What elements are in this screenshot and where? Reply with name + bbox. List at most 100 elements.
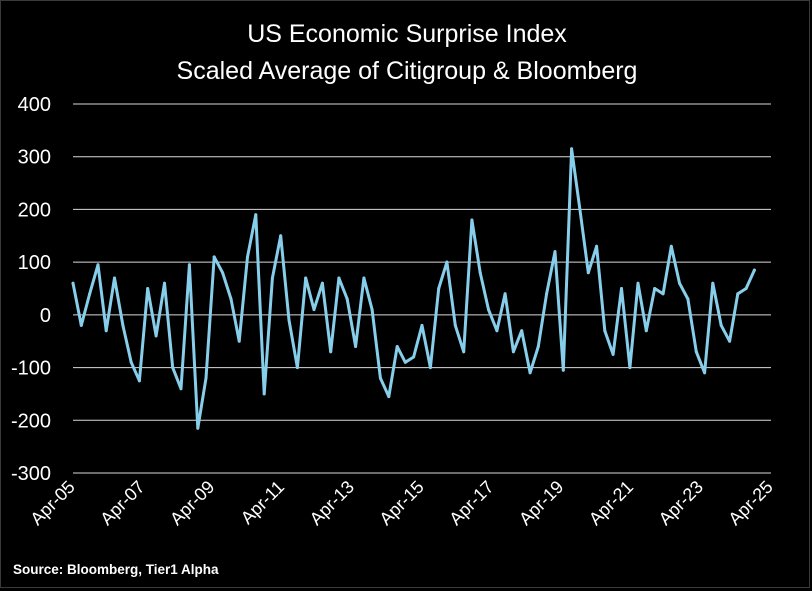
- data-point: [686, 297, 690, 301]
- source-note: Source: Bloomberg, Tier1 Alpha: [13, 562, 219, 577]
- data-point: [420, 323, 424, 327]
- data-point: [661, 292, 665, 296]
- data-point: [545, 292, 549, 296]
- y-tick-label: 300: [18, 147, 51, 169]
- y-tick-label: -300: [11, 463, 51, 485]
- x-tick-label: Apr-17: [445, 477, 497, 529]
- data-point: [644, 329, 648, 333]
- data-point: [395, 345, 399, 348]
- data-point: [536, 345, 540, 348]
- data-point: [254, 213, 258, 217]
- data-point: [345, 297, 349, 301]
- data-point: [79, 323, 83, 327]
- data-point: [129, 360, 133, 364]
- data-point: [437, 287, 441, 290]
- data-point: [71, 281, 75, 285]
- data-point: [287, 318, 291, 322]
- data-point: [453, 323, 457, 327]
- data-point: [237, 339, 241, 343]
- data-point: [295, 366, 299, 370]
- y-tick-label: 400: [18, 94, 51, 116]
- data-point: [678, 281, 681, 285]
- data-point: [487, 308, 490, 312]
- series-line: [71, 147, 756, 430]
- data-point: [362, 276, 366, 280]
- x-tick-label: Apr-23: [655, 477, 707, 529]
- data-point: [337, 276, 341, 280]
- data-point: [121, 323, 125, 327]
- data-point: [636, 281, 640, 285]
- data-point: [428, 366, 432, 370]
- data-point: [603, 329, 607, 333]
- data-point: [478, 271, 482, 275]
- data-point: [137, 379, 141, 383]
- data-point: [146, 287, 150, 290]
- data-point: [320, 281, 324, 285]
- data-point: [204, 376, 208, 380]
- data-point: [503, 292, 507, 296]
- data-point: [445, 260, 449, 264]
- x-tick-label: Apr-13: [306, 477, 358, 529]
- data-point: [694, 350, 698, 354]
- data-point: [653, 287, 657, 290]
- chart-title: US Economic Surprise Index: [247, 20, 567, 48]
- data-point: [736, 292, 740, 296]
- data-point: [163, 281, 166, 285]
- data-point: [329, 350, 333, 354]
- y-tick-label: -200: [11, 410, 51, 432]
- data-point: [304, 276, 308, 280]
- data-point: [88, 292, 92, 296]
- data-point: [595, 244, 599, 248]
- data-point: [171, 366, 175, 370]
- data-point: [104, 329, 108, 333]
- data-point: [578, 207, 582, 211]
- data-point: [354, 345, 358, 348]
- data-point: [719, 323, 723, 327]
- data-point: [312, 308, 316, 312]
- data-point: [495, 329, 499, 333]
- data-point: [561, 368, 565, 372]
- data-point: [221, 271, 225, 275]
- data-point: [520, 329, 524, 333]
- y-tick-label: -100: [11, 358, 51, 380]
- x-tick-label: Apr-19: [515, 477, 567, 529]
- y-tick-label: 0: [40, 305, 51, 327]
- data-point: [378, 376, 382, 380]
- x-tick-label: Apr-15: [375, 477, 427, 529]
- data-point: [246, 255, 249, 259]
- data-point: [196, 426, 200, 430]
- data-point: [703, 371, 707, 375]
- data-point: [744, 287, 748, 290]
- data-point: [711, 281, 715, 285]
- data-point: [270, 276, 274, 280]
- x-tick-label: Apr-09: [166, 477, 218, 529]
- data-point: [511, 350, 515, 354]
- x-tick-label: Apr-11: [237, 477, 288, 528]
- data-point: [470, 218, 474, 222]
- data-point: [96, 263, 100, 267]
- data-point: [752, 268, 756, 272]
- chart-subtitle: Scaled Average of Citigroup & Bloomberg: [176, 57, 638, 85]
- data-point: [528, 371, 532, 375]
- data-point: [179, 387, 183, 391]
- data-point: [262, 392, 266, 396]
- x-tick-label: Apr-07: [96, 477, 148, 529]
- data-point: [611, 352, 615, 356]
- data-point: [403, 360, 407, 364]
- data-point: [229, 297, 233, 301]
- data-point: [570, 147, 574, 151]
- data-point: [586, 271, 590, 275]
- data-point: [370, 308, 374, 312]
- data-point: [212, 255, 216, 259]
- x-tick-label: Apr-25: [724, 477, 776, 529]
- data-point: [279, 234, 283, 238]
- data-point: [462, 350, 466, 354]
- data-point: [669, 244, 673, 248]
- y-tick-label: 100: [18, 252, 51, 274]
- y-tick-label: 200: [18, 199, 51, 221]
- x-tick-label: Apr-21: [585, 477, 637, 529]
- data-point: [628, 366, 632, 370]
- data-point: [387, 395, 391, 399]
